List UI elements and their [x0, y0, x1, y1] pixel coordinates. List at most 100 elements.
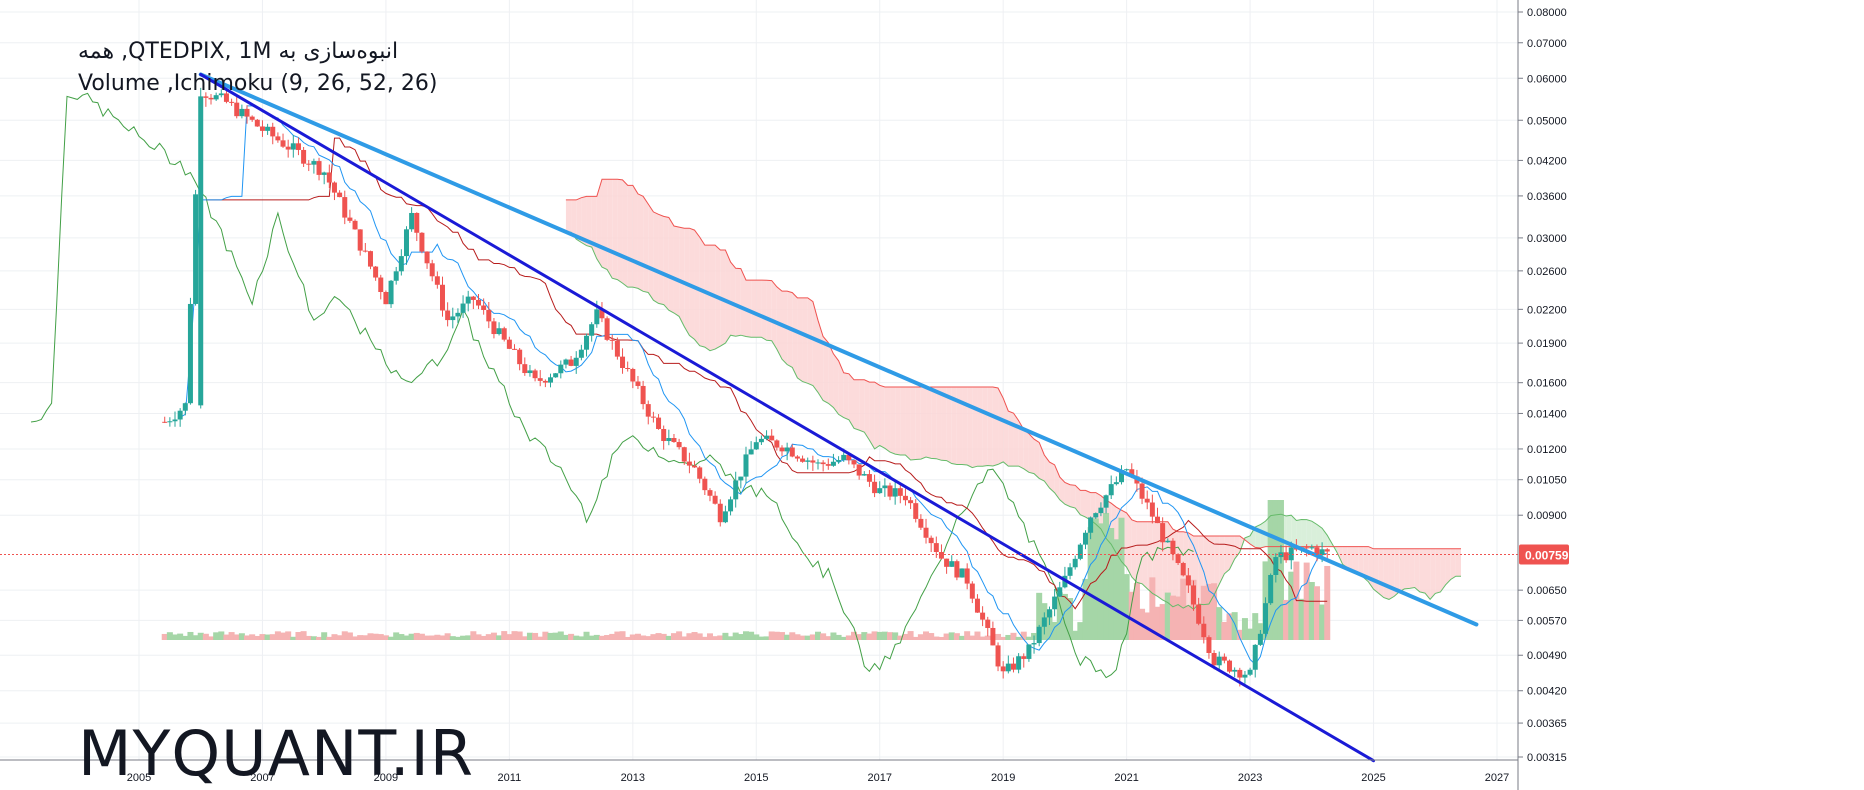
candle-body [712, 495, 718, 504]
cloud-segment [869, 382, 875, 449]
candle-body [805, 460, 811, 462]
cloud-segment [1450, 548, 1456, 580]
volume-bar [645, 636, 652, 640]
time-axis[interactable]: 2005 2007 2009 2011 2013 2015 2017 2019 2021 2023… [0, 759, 1518, 784]
time-tick-label: 2005 [127, 772, 151, 784]
volume-bar [1200, 585, 1207, 640]
candle-body [748, 449, 754, 455]
cloud-segment [864, 379, 870, 441]
cloud-segment [627, 185, 633, 288]
volume-bar [305, 635, 312, 640]
volume-bar [460, 635, 467, 640]
volume-bar [1036, 592, 1043, 640]
candle-body [1211, 652, 1217, 666]
candle-body [1144, 498, 1150, 503]
candle-body [959, 568, 965, 578]
cloud-segment [1394, 548, 1400, 597]
volume-bar [470, 631, 477, 640]
volume-bar [516, 631, 523, 640]
price-tick-label: 0.01050 [1527, 475, 1567, 487]
candle-body [789, 447, 795, 457]
volume-bar [1051, 621, 1058, 640]
candle-body [537, 378, 543, 381]
candle-body [733, 480, 739, 500]
volume-bar [624, 636, 631, 640]
legend-indicators[interactable]: Volume ,Ichimoku (9, 26, 52, 26) [78, 71, 438, 96]
cloud-segment [1013, 413, 1019, 467]
volume-bar [1185, 605, 1192, 640]
volume-bar [753, 634, 760, 640]
cloud-segment [766, 280, 772, 341]
cloud-segment [1131, 519, 1137, 583]
cloud-segment [1054, 464, 1060, 500]
cloud-segment [1147, 521, 1153, 594]
volume-bar [377, 634, 384, 640]
cloud-segment [992, 387, 999, 466]
candle-body [563, 359, 569, 365]
candle-body [1026, 644, 1032, 659]
candle-body [753, 442, 759, 450]
price-axis[interactable]: 0.08000 0.07000 0.06000 0.05000 0.04200 0.036… [1517, 0, 1864, 790]
legend-symbol[interactable]: انبوه‌سازی به QTEDPIX, 1M, همه [78, 39, 399, 64]
volume-bar [1133, 582, 1140, 640]
candle-body [295, 143, 301, 150]
cloud-segment [761, 280, 767, 341]
candle-body [913, 503, 919, 519]
candle-body [1077, 544, 1083, 559]
volume-bar [768, 631, 775, 640]
price-tick-label: 0.01900 [1527, 338, 1567, 350]
volume-bar [1077, 622, 1084, 640]
candle-body [928, 537, 934, 544]
cloud-segment [998, 387, 1004, 465]
candle-body [594, 309, 600, 325]
cloud-segment [920, 387, 927, 460]
cloud-segment [1301, 519, 1307, 547]
volume-bar [233, 634, 240, 640]
current-price-badge [1519, 544, 1569, 565]
candle-body [841, 454, 847, 461]
volume-bar [609, 633, 616, 640]
candle-body [378, 277, 384, 292]
candle-body [1196, 604, 1202, 624]
volume-bar [295, 632, 302, 640]
candle-body [367, 251, 373, 267]
price-tick-label: 0.04200 [1527, 155, 1567, 167]
candle-body [1191, 585, 1197, 605]
candle-body [167, 421, 173, 423]
candle-body [1052, 596, 1058, 610]
volume-bar [1247, 628, 1254, 640]
cloud-segment [1291, 515, 1297, 547]
candle-body [1201, 623, 1207, 638]
volume-bar [182, 635, 189, 640]
volume-bar [454, 636, 461, 640]
candle-body [362, 250, 368, 252]
candle-body [1041, 617, 1047, 627]
senkou-span-a [565, 231, 1461, 610]
candle-body [465, 296, 471, 304]
cloud-segment [1080, 490, 1086, 518]
candle-body [439, 284, 445, 311]
price-tick-label: 0.07000 [1527, 38, 1567, 50]
volume-bar [290, 636, 297, 640]
volume-bar [1144, 612, 1151, 640]
candle-body [1113, 482, 1119, 485]
volume-bar [197, 632, 204, 640]
candle-body [1149, 502, 1155, 517]
candle-body [1118, 469, 1124, 483]
trendlines[interactable] [198, 72, 1479, 763]
price-tick-label: 0.00570 [1527, 615, 1567, 627]
candle-body [671, 438, 677, 443]
volume-bar [372, 633, 379, 640]
cloud-segment [807, 297, 813, 386]
candle-body [820, 462, 826, 465]
candle-body [522, 364, 528, 374]
price-tick-label: 0.01600 [1527, 378, 1567, 390]
volume-bar [1267, 500, 1274, 640]
volume-bar [280, 632, 287, 640]
candle-body [254, 119, 260, 127]
volume-bar [732, 632, 739, 640]
volume-bar [511, 631, 518, 640]
candle-body [851, 460, 857, 465]
candle-body [656, 417, 662, 429]
